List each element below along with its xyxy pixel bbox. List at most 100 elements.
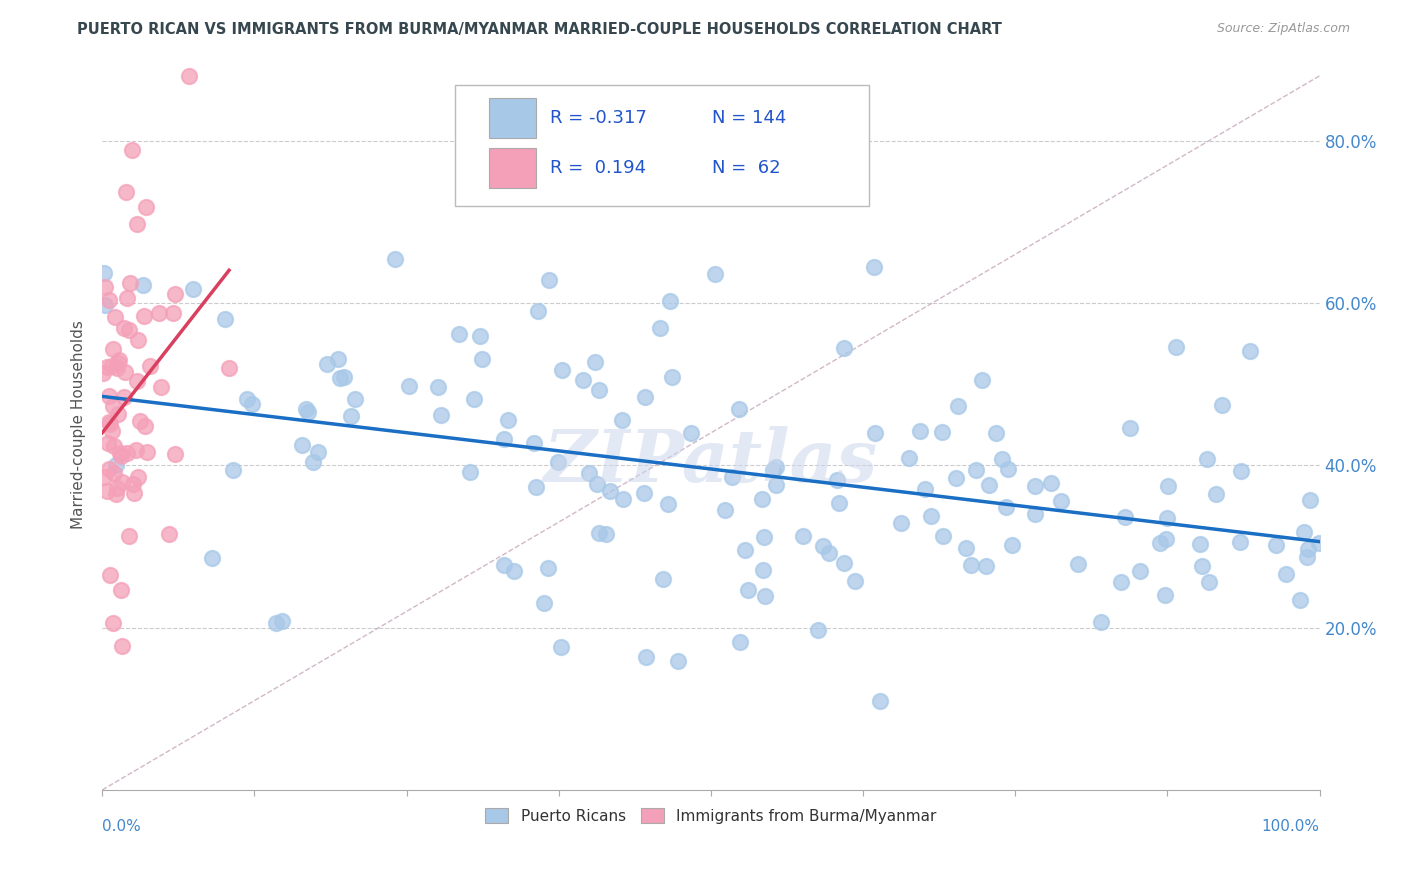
FancyBboxPatch shape	[489, 147, 536, 188]
Point	[728, 635, 751, 649]
Point	[107, 352, 129, 367]
Point	[578, 466, 600, 480]
Point	[1119, 421, 1142, 435]
Point	[920, 509, 942, 524]
Point	[93, 280, 115, 294]
Point	[111, 640, 134, 654]
Point	[114, 365, 136, 379]
Point	[1230, 464, 1253, 478]
Point	[648, 321, 671, 335]
Point	[111, 475, 134, 489]
Point	[666, 654, 689, 668]
Point	[979, 478, 1001, 492]
Point	[468, 329, 491, 343]
Point	[157, 527, 180, 541]
Point	[214, 311, 236, 326]
Point	[98, 567, 121, 582]
Point	[201, 551, 224, 566]
Point	[107, 356, 129, 370]
Point	[679, 425, 702, 440]
Text: Source: ZipAtlas.com: Source: ZipAtlas.com	[1216, 22, 1350, 36]
Text: N =  62: N = 62	[711, 159, 780, 177]
Point	[134, 418, 156, 433]
Point	[121, 477, 143, 491]
Point	[817, 546, 839, 560]
Point	[832, 556, 855, 570]
Point	[101, 424, 124, 438]
Point	[1090, 615, 1112, 629]
Point	[343, 392, 366, 406]
Point	[1156, 511, 1178, 525]
Point	[658, 293, 681, 308]
Point	[728, 402, 751, 417]
Point	[547, 455, 569, 469]
Point	[163, 447, 186, 461]
Point	[1205, 487, 1227, 501]
Point	[127, 333, 149, 347]
Point	[908, 424, 931, 438]
Point	[430, 409, 453, 423]
Point	[599, 483, 621, 498]
Point	[127, 469, 149, 483]
Text: PUERTO RICAN VS IMMIGRANTS FROM BURMA/MYANMAR MARRIED-COUPLE HOUSEHOLDS CORRELAT: PUERTO RICAN VS IMMIGRANTS FROM BURMA/MY…	[77, 22, 1002, 37]
Point	[91, 366, 114, 380]
Point	[827, 473, 849, 487]
Point	[93, 266, 115, 280]
Point	[792, 529, 814, 543]
Point	[931, 425, 953, 440]
Point	[1129, 564, 1152, 578]
Point	[612, 491, 634, 506]
Point	[538, 273, 561, 287]
Point	[1024, 508, 1046, 522]
Point	[112, 391, 135, 405]
Point	[129, 414, 152, 428]
Point	[132, 309, 155, 323]
Point	[1298, 492, 1320, 507]
Point	[103, 439, 125, 453]
Point	[103, 467, 125, 481]
Point	[844, 574, 866, 589]
Point	[235, 392, 257, 407]
Point	[762, 463, 785, 477]
Point	[1157, 479, 1180, 493]
Point	[96, 435, 118, 450]
Point	[634, 390, 657, 404]
Point	[994, 500, 1017, 514]
Point	[398, 379, 420, 393]
Point	[117, 323, 139, 337]
Point	[869, 694, 891, 708]
Legend: Puerto Ricans, Immigrants from Burma/Myanmar: Puerto Ricans, Immigrants from Burma/Mya…	[479, 802, 942, 830]
Point	[897, 450, 920, 465]
Point	[105, 458, 128, 472]
Point	[997, 461, 1019, 475]
Point	[1050, 493, 1073, 508]
Point	[588, 526, 610, 541]
Point	[657, 497, 679, 511]
Point	[1114, 509, 1136, 524]
Point	[104, 310, 127, 324]
Point	[108, 446, 131, 460]
Point	[125, 443, 148, 458]
Point	[946, 399, 969, 413]
Point	[652, 572, 675, 586]
Point	[1289, 592, 1312, 607]
Point	[463, 392, 485, 406]
Point	[1164, 340, 1187, 354]
Point	[291, 438, 314, 452]
Point	[571, 373, 593, 387]
Point	[765, 460, 787, 475]
Point	[218, 360, 240, 375]
Point	[1149, 536, 1171, 550]
Point	[127, 374, 149, 388]
Point	[1039, 476, 1062, 491]
Point	[960, 558, 983, 573]
Point	[115, 291, 138, 305]
Point	[105, 481, 128, 495]
Point	[94, 298, 117, 312]
Point	[297, 405, 319, 419]
Point	[752, 563, 775, 577]
Point	[494, 558, 516, 572]
Point	[586, 477, 609, 491]
Point	[96, 484, 118, 499]
Point	[307, 444, 329, 458]
